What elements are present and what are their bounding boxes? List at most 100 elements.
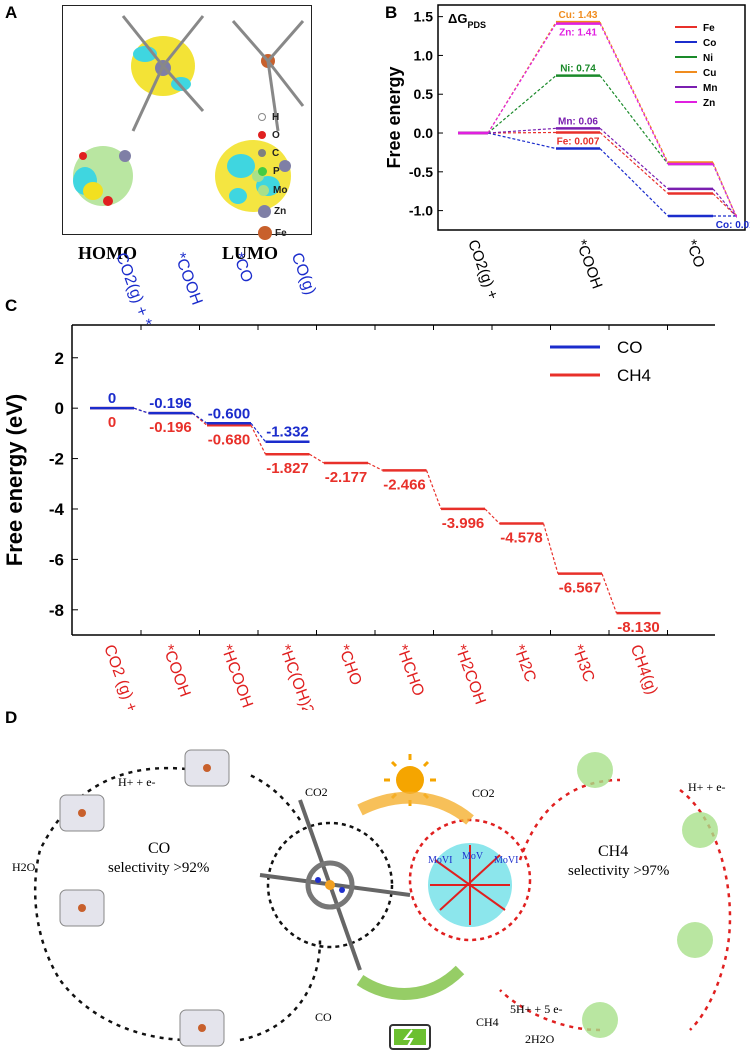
chart-c-ytick-label: -8: [49, 601, 64, 620]
chart-b: 1.5 1.0 0.5 0.0 -0.5 -1.0 Free energy ΔGPDS Cu: …: [384, 4, 750, 300]
chart-c-ch4-connector: [367, 462, 383, 471]
mo-label-1: MoVI: [428, 855, 453, 866]
mo-label-3: MoVI: [494, 855, 519, 866]
atom-mo-icon: [258, 184, 269, 196]
chart-b-annotation: Ni: 0.74: [560, 64, 596, 75]
orbital-structures: [73, 15, 305, 212]
chart-b-connector-ni: [599, 75, 669, 165]
atom-zn-icon: [258, 204, 271, 218]
panel-label-d: D: [5, 708, 18, 727]
right-co2-in: CO2: [472, 786, 495, 800]
chart-c-ch4-connector: [425, 470, 442, 510]
atom-c-icon: [258, 149, 266, 157]
chart-b-connector-fe: [599, 132, 669, 194]
chart-b-legend-label: Co: [703, 38, 716, 49]
chart-c-co-label: -1.332: [266, 424, 309, 441]
chart-c-ch4-label: -4.578: [500, 530, 543, 547]
chart-b-legend-label: Mn: [703, 83, 717, 94]
chart-c-ylabel: Free energy (eV): [2, 394, 27, 566]
right-step-h-e: H+ + e-: [688, 780, 726, 794]
homo-structure: [73, 15, 205, 206]
chart-c-ch4-connector: [250, 425, 267, 455]
chart-b-connector-mn: [487, 127, 557, 134]
chart-b-connector-zn: [599, 23, 669, 165]
chart-b-ytick-label: -1.0: [409, 203, 433, 219]
chart-b-connector-mn: [712, 188, 737, 217]
chart-c-ytick-label: -2: [49, 450, 64, 469]
chart-c-ch4-category: CH4(g): [627, 643, 661, 697]
chart-b-frame: [437, 4, 746, 231]
chart-c-ytick-label: 0: [55, 399, 64, 418]
chart-b-connector-co: [599, 148, 669, 217]
panel-label-b: B: [385, 3, 398, 22]
chart-b-ytick-label: -0.5: [409, 164, 433, 180]
atom-o-icon: [258, 131, 266, 139]
chart-b-annotation: Zn: 1.41: [559, 28, 597, 39]
chart-c-ch4-label: -0.680: [208, 431, 251, 448]
chart-b-ytick-label: 0.5: [414, 86, 434, 102]
chart-c-ch4-label: -8.130: [617, 619, 660, 636]
chart-c-ch4-label: -2.177: [325, 469, 368, 486]
chart-c-ch4-category: *H2COH: [451, 643, 488, 707]
legend-c: C: [272, 147, 280, 159]
chart-c-co-category: *CO: [229, 251, 255, 285]
chart-c-co-connector: [250, 422, 266, 443]
pom-cluster: [428, 843, 512, 927]
lumo-structure: [215, 20, 305, 212]
atom-p-icon: [258, 166, 267, 176]
chart-c-ch4-category: *HCOOH: [217, 643, 255, 710]
left-co2-in: CO2: [305, 785, 328, 799]
chart-c-ch4-label: 0: [108, 414, 116, 431]
legend-fe: Fe: [275, 227, 287, 239]
chart-b-annotation: Fe: 0.007: [557, 136, 600, 147]
atom-h-icon: [258, 113, 266, 121]
chart-b-connector-co: [487, 132, 557, 150]
chart-b-legend-label: Zn: [703, 98, 715, 109]
chart-b-legend-label: Fe: [703, 23, 715, 34]
legend-zn: Zn: [274, 205, 287, 217]
chart-c-legend-label: CO: [617, 338, 643, 357]
chart-c-ch4-connector: [542, 523, 559, 574]
ch4-cycle-title: CH4: [598, 843, 629, 860]
chart-c-ch4-label: -1.827: [266, 460, 309, 477]
ch4-selectivity: selectivity >97%: [568, 863, 670, 879]
left-step-h-e: H+ + e-: [118, 775, 156, 789]
chart-c-co-label: -0.196: [149, 395, 192, 412]
chart-c-co-connector: [192, 412, 208, 424]
chart-c-ch4-category: *HCHO: [393, 643, 427, 699]
chart-c-ch4-label: -6.567: [559, 580, 602, 597]
chart-b-connector-zn: [487, 23, 557, 134]
atom-legend-list: H O C P Mo Zn Fe: [258, 108, 308, 244]
atom-fe-icon: [258, 226, 272, 240]
chart-b-connector-fe: [487, 131, 557, 134]
electron-return-arrow: [356, 965, 465, 1000]
chart-c-legend-label: CH4: [617, 366, 651, 385]
chart-c-ch4-category: *H3C: [568, 643, 597, 685]
chart-b-connector-mn: [599, 127, 669, 190]
chart-b-ytick-label: 1.5: [414, 9, 434, 25]
water-out: 2H2O: [525, 1032, 555, 1046]
ch4-cycle-path: [518, 778, 621, 861]
chart-b-title: ΔGPDS: [448, 11, 486, 30]
legend-mo: Mo: [273, 184, 288, 196]
porphyrin-molecule: [259, 799, 411, 971]
chart-c-ch4-connector: [601, 573, 618, 614]
mo-label-2: MoV: [462, 851, 484, 862]
co-cycle-title: CO: [148, 840, 171, 857]
chart-b-legend-label: Cu: [703, 68, 716, 79]
homo-label: HOMO: [78, 243, 137, 263]
chart-b-legend-label: Ni: [703, 53, 713, 64]
legend-o: O: [272, 129, 280, 141]
chart-b-annotation: Cu: 1.43: [559, 10, 598, 21]
legend-h: H: [272, 111, 280, 123]
chart-c-co-label: 0: [108, 390, 116, 407]
chart-c-co-label: -0.600: [208, 405, 251, 422]
chart-c-ch4-category: *COOH: [159, 643, 194, 700]
porphyrin-circle: [266, 821, 394, 949]
chart-c-ch4-label: -2.466: [383, 476, 426, 493]
co-selectivity: selectivity >92%: [108, 860, 210, 876]
chart-b-annotation: Co: 0.014: [716, 220, 750, 231]
lumo-label: LUMO: [222, 243, 278, 263]
chart-b-connector-ni: [712, 163, 737, 217]
